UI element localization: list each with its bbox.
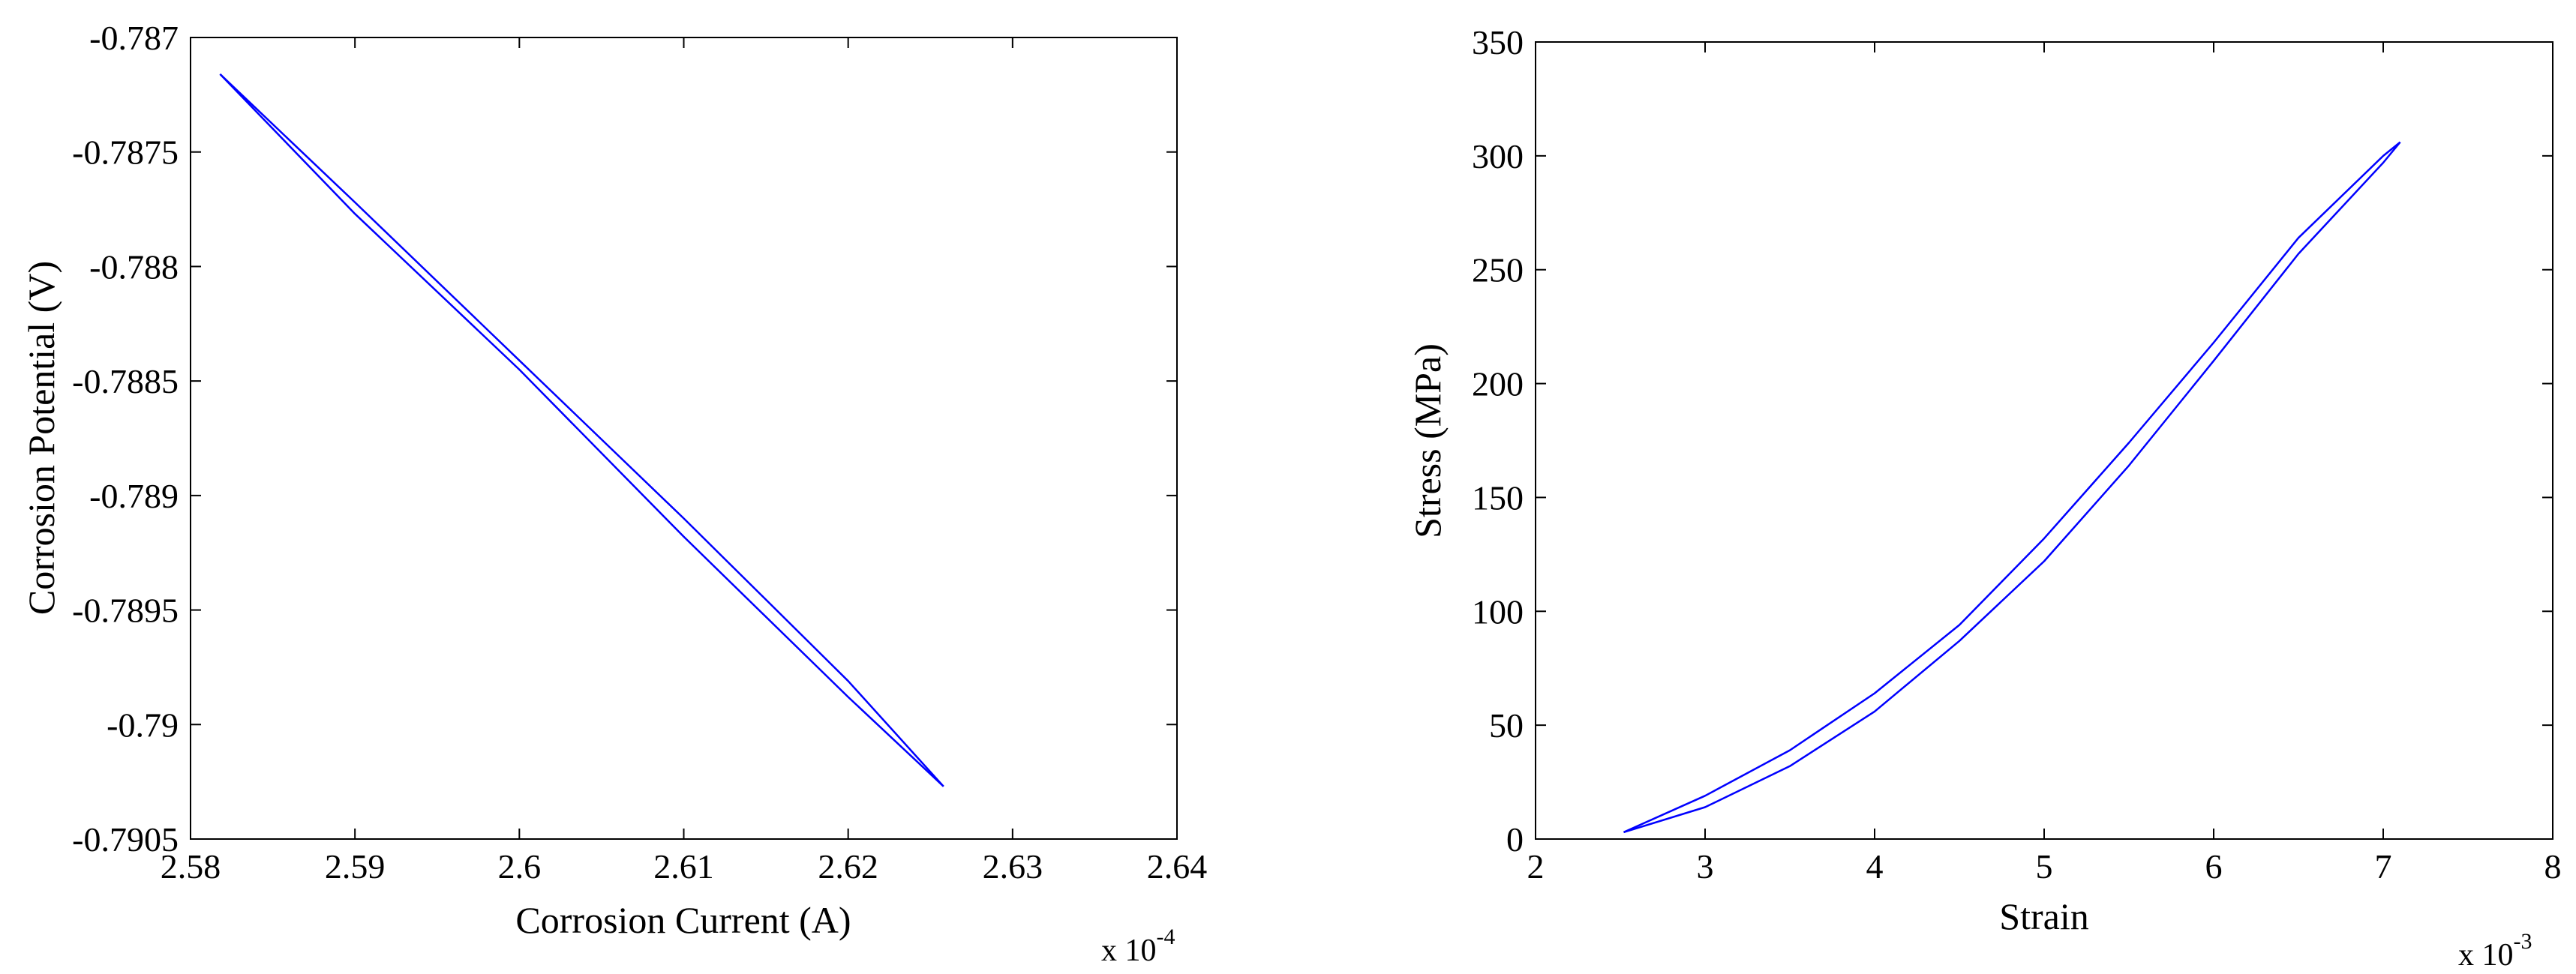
y-tick-label: 150	[1472, 478, 1524, 517]
y-tick-label: -0.7905	[72, 820, 179, 859]
y-tick-label: 300	[1472, 137, 1524, 175]
x-tick-label: 7	[2375, 847, 2392, 886]
y-tick-label: -0.7885	[72, 362, 179, 400]
x-tick-labels: 2.58 2.59 2.6 2.61 2.62 2.63 2.64	[161, 847, 1208, 886]
series-group	[1623, 141, 2401, 834]
y-tick-label: -0.7895	[72, 592, 179, 630]
x-tick-label: 8	[2544, 847, 2562, 886]
x-tick-label: 2.61	[653, 847, 714, 886]
y-tick-label: 350	[1472, 23, 1524, 61]
series-group	[219, 73, 944, 787]
x-tick-labels: 2 3 4 5 6 7 8	[1527, 847, 2562, 886]
x-tick-label: 5	[2036, 847, 2053, 886]
y-tick-label: 50	[1489, 706, 1524, 745]
x-tick-label: 2.6	[498, 847, 542, 886]
y-axis-title: Stress (MPa)	[1407, 343, 1449, 538]
y-tick-label: 250	[1472, 251, 1524, 289]
y-tick-label: 0	[1506, 820, 1524, 859]
series-line	[219, 73, 944, 787]
x-tick-label: 3	[1697, 847, 1714, 886]
plot-frame	[190, 37, 1178, 840]
x-tick-label: 2.63	[983, 847, 1043, 886]
y-tick-label: -0.788	[89, 247, 179, 286]
x-exponent-power: -4	[1157, 925, 1175, 949]
y-tick-labels: -0.787 -0.7875 -0.788 -0.7885 -0.789 -0.7895 -…	[72, 19, 179, 859]
y-tick-label: 100	[1472, 592, 1524, 631]
x-tick-label: 2.62	[818, 847, 878, 886]
x-tick-label: 2	[1527, 847, 1545, 886]
tick-marks	[1535, 41, 2553, 840]
y-tick-label: -0.787	[89, 19, 179, 57]
y-tick-labels: 0 50 100 150 200 250 300 350	[1472, 23, 1524, 859]
x-tick-label: 6	[2205, 847, 2223, 886]
y-tick-label: -0.79	[107, 706, 179, 744]
x-tick-label: 2.59	[325, 847, 386, 886]
y-tick-label: 200	[1472, 365, 1524, 403]
plot-frame	[1535, 41, 2553, 840]
x-tick-label: 2.58	[161, 847, 221, 886]
tick-marks	[190, 37, 1178, 840]
y-axis-title: Corrosion Potential (V)	[20, 261, 62, 615]
x-exponent-power: -3	[2514, 929, 2532, 954]
stress-strain-chart: 2 3 4 5 6 7 8 0 50 100 150 200 250 300 350 Strain Str…	[1407, 23, 2562, 973]
series-line	[219, 73, 944, 787]
x-exponent-label: x 10-4	[1101, 925, 1175, 968]
x-tick-label: 4	[1866, 847, 1884, 886]
x-exponent-base: x 10	[1101, 934, 1157, 968]
y-tick-label: -0.789	[89, 477, 179, 515]
corrosion-chart: 2.58 2.59 2.6 2.61 2.62 2.63 2.64 -0.787-0.787…	[20, 19, 1207, 968]
x-tick-label: 2.64	[1147, 847, 1208, 886]
x-exponent-label: x 10-3	[2458, 929, 2532, 973]
x-exponent-base: x 10	[2458, 938, 2514, 973]
x-axis-title: Strain	[1999, 895, 2088, 937]
x-axis-title: Corrosion Current (A)	[515, 899, 851, 941]
series-line	[1623, 141, 2401, 834]
y-tick-label: -0.7875	[72, 133, 179, 172]
series-line	[1623, 141, 2401, 834]
